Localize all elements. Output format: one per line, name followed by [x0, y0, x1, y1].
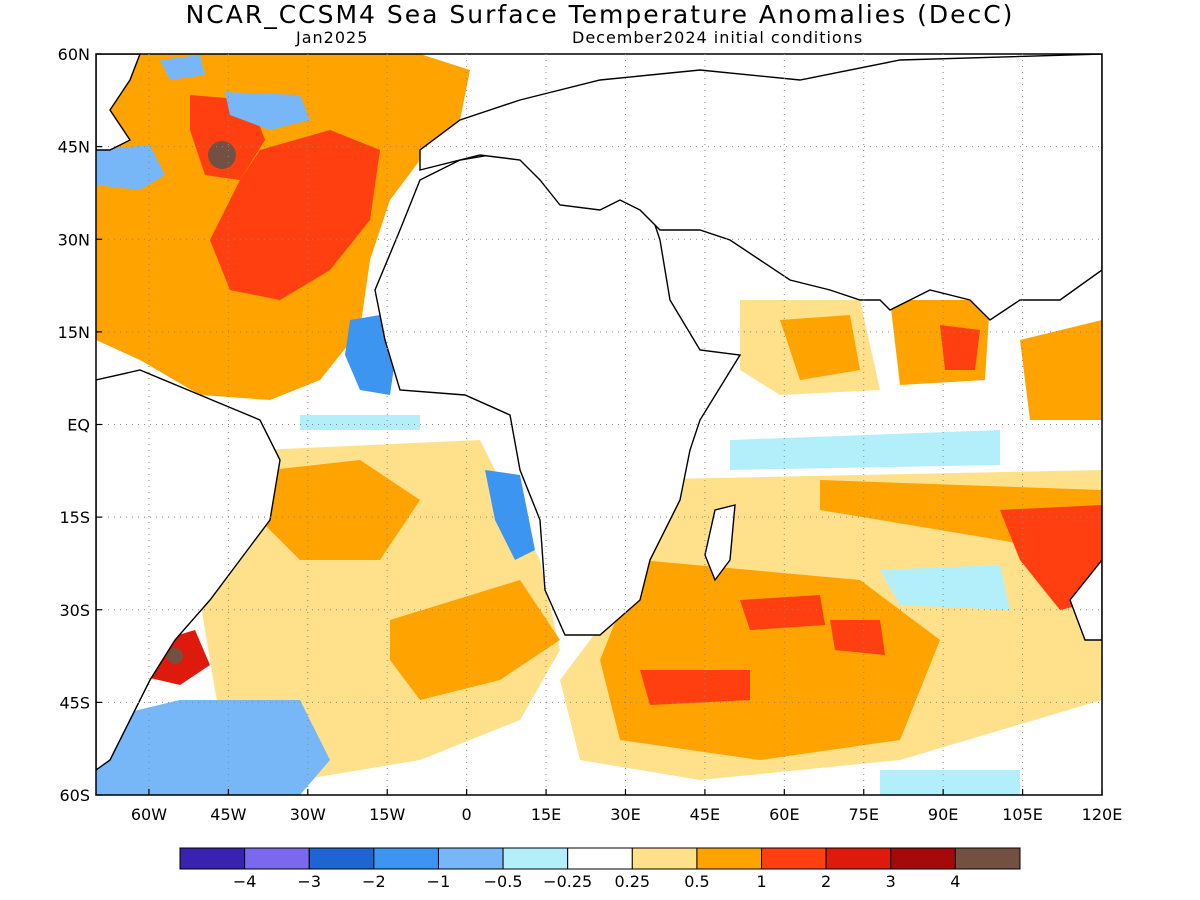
lon-label: 15W: [369, 805, 405, 824]
colorbar-label: 3: [886, 872, 896, 891]
colorbar-swatch: [825, 847, 892, 870]
lat-label: 30S: [59, 601, 90, 620]
lon-label: 45W: [210, 805, 246, 824]
colorbar-label: −0.25: [543, 872, 592, 891]
forecast-month: Jan2025: [296, 28, 369, 47]
colorbar-swatch: [179, 847, 246, 870]
anomaly-hotspot-northwest-atlantic: [208, 141, 236, 169]
anomaly-region-south-edge-cold: [880, 770, 1020, 795]
graticule: [96, 53, 1103, 796]
colorbar-label: −3: [297, 872, 321, 891]
anomaly-region-north-atlantic-core: [210, 130, 380, 300]
latitude-labels: 60N 45N 30N 15N EQ 15S 30S 45S 60S: [58, 45, 90, 805]
colorbar: −4 −3 −2 −1 −0.5 −0.25 0.25 0.5 1 2 3 4: [179, 847, 1021, 891]
lat-label: 45S: [59, 693, 90, 712]
lon-label: 120E: [1082, 805, 1123, 824]
map-title: NCAR_CCSM4 Sea Surface Temperature Anoma…: [185, 0, 1015, 29]
colorbar-swatch: [761, 847, 827, 870]
landmass-americas-south: [96, 369, 281, 771]
colorbar-label: −4: [233, 872, 257, 891]
lon-label: 60E: [769, 805, 799, 824]
anomaly-region-south-indian-core-3: [830, 620, 885, 655]
landmass-americas-north: [96, 54, 141, 151]
anomaly-region-south-indian-warm: [600, 560, 940, 760]
lon-label: 75E: [849, 805, 879, 824]
anomaly-region-north-cold: [225, 92, 310, 130]
lat-label: 30N: [58, 230, 90, 249]
anomaly-region-equatorial-indian-light: [730, 430, 1000, 470]
colorbar-label: 0.25: [614, 872, 650, 891]
anomaly-region-angola-cold: [485, 470, 535, 560]
colorbar-swatch: [437, 847, 504, 870]
anomaly-region-labrador-cold: [96, 145, 165, 190]
colorbar-swatch: [696, 847, 763, 870]
colorbar-label: −1: [427, 872, 451, 891]
anomaly-region-southwest-cold: [96, 700, 330, 795]
lon-label: 30W: [290, 805, 326, 824]
colorbar-swatch: [373, 847, 439, 870]
lon-label: 45E: [690, 805, 720, 824]
colorbar-label: 0.5: [684, 872, 709, 891]
colorbar-label: 1: [756, 872, 766, 891]
colorbar-swatch: [244, 847, 310, 870]
anomaly-hotspot-rio-de-la-plata: [167, 648, 183, 664]
anomaly-region-arabian-sea-warm: [780, 315, 860, 380]
coastlines: [96, 54, 1102, 771]
anomaly-region-southeast-cold: [880, 565, 1010, 610]
colorbar-label: −0.5: [484, 872, 523, 891]
colorbar-swatch: [502, 847, 569, 870]
anomaly-region-south-indian-core: [640, 670, 750, 705]
lon-label: 90E: [928, 805, 958, 824]
colorbar-swatch: [308, 847, 375, 870]
colorbar-label: 2: [821, 872, 831, 891]
anomaly-region-bay-of-bengal-core: [940, 325, 980, 370]
colorbar-swatch: [954, 847, 1021, 870]
longitude-labels: 60W 45W 30W 15W 0 15E 30E 45E 60E 75E 90E 105E 120E: [131, 805, 1122, 824]
colorbar-label: −2: [362, 872, 386, 891]
anomaly-region-australia-west-warm: [1000, 505, 1102, 610]
lat-label: 60N: [58, 45, 90, 64]
lat-label: 15N: [58, 323, 90, 342]
lon-label: 60W: [131, 805, 167, 824]
colorbar-swatch: [567, 847, 633, 870]
anomaly-region-south-atlantic-warm: [260, 460, 420, 560]
lat-label: EQ: [67, 416, 90, 435]
lon-label: 15E: [531, 805, 561, 824]
lon-label: 0: [462, 805, 472, 824]
lat-label: 15S: [59, 508, 90, 527]
colorbar-label: 4: [950, 872, 960, 891]
landmass-australia: [1069, 558, 1102, 641]
anomaly-region-north-cold-2: [160, 55, 205, 80]
lat-label: 45N: [58, 138, 90, 157]
lon-label: 30E: [610, 805, 640, 824]
initial-conditions: December2024 initial conditions: [572, 28, 864, 47]
anomaly-region-south-china-sea: [1020, 320, 1102, 420]
anomaly-region-west-africa-cold: [345, 315, 395, 395]
landmass-madagascar: [704, 504, 736, 582]
lat-label: 60S: [59, 786, 90, 805]
anomaly-region-south-indian-core-2: [740, 595, 825, 630]
colorbar-swatch: [631, 847, 698, 870]
anomaly-region-equator-atlantic-light: [300, 415, 420, 430]
lon-label: 105E: [1002, 805, 1043, 824]
landmass-europe: [419, 54, 1102, 321]
colorbar-swatch: [890, 847, 956, 870]
